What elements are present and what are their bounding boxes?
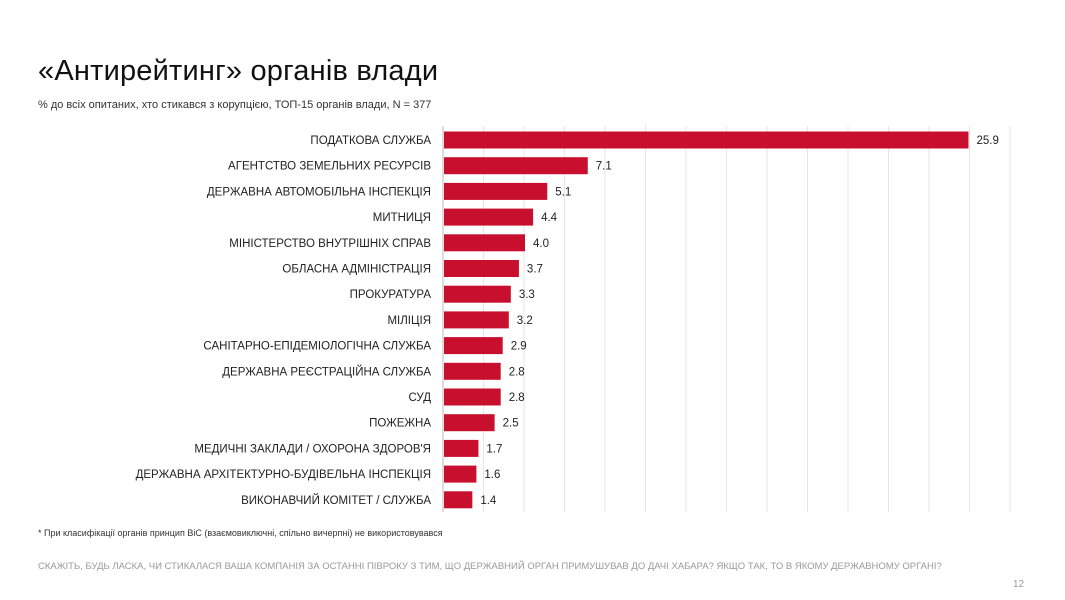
- value-label: 3.7: [527, 264, 543, 276]
- value-label: 2.5: [503, 418, 519, 430]
- value-label: 1.4: [480, 495, 497, 507]
- value-label: 2.8: [509, 392, 525, 404]
- category-label: МІНІСТЕРСТВО ВНУТРІШНІХ СПРАВ: [229, 238, 431, 250]
- value-label: 5.1: [555, 186, 571, 198]
- value-label: 3.2: [517, 315, 533, 327]
- bar: [444, 157, 588, 175]
- value-label: 4.4: [541, 212, 558, 224]
- bar: [444, 465, 477, 483]
- bar: [444, 388, 501, 406]
- category-label: САНІТАРНО-ЕПІДЕМІОЛОГІЧНА СЛУЖБА: [203, 341, 431, 353]
- bar: [444, 311, 509, 329]
- category-label: ДЕРЖАВНА АВТОМОБІЛЬНА ІНСПЕКЦІЯ: [207, 186, 431, 198]
- category-label: МІЛІЦІЯ: [387, 315, 431, 327]
- bar: [444, 362, 501, 380]
- value-label: 7.1: [596, 161, 612, 173]
- category-label: ПОЖЕЖНА: [369, 418, 431, 430]
- bar: [444, 234, 525, 252]
- page-title: «Антирейтинг» органів влади: [38, 55, 439, 87]
- category-label: ДЕРЖАВНА РЕЄСТРАЦІЙНА СЛУЖБА: [222, 365, 431, 378]
- bar: [444, 182, 548, 200]
- page-number: 12: [1013, 579, 1025, 590]
- category-label: ДЕРЖАВНА АРХІТЕКТУРНО-БУДІВЕЛЬНА ІНСПЕКЦ…: [136, 469, 431, 481]
- bar: [444, 260, 519, 277]
- value-label: 2.8: [509, 366, 525, 378]
- category-label: АГЕНТСТВО ЗЕМЕЛЬНИХ РЕСУРСІВ: [228, 161, 431, 173]
- bar: [444, 337, 503, 355]
- category-label: ВИКОНАВЧИЙ КОМІТЕТ / СЛУЖБА: [241, 494, 431, 507]
- chart-subtitle: % до всіх опитаних, хто стикався з коруп…: [38, 99, 432, 111]
- bar: [444, 491, 473, 509]
- category-label: СУД: [408, 392, 431, 404]
- value-label: 1.7: [486, 443, 502, 455]
- value-label: 1.6: [484, 469, 500, 481]
- value-label: 3.3: [519, 289, 535, 301]
- value-label: 25.9: [976, 135, 998, 147]
- bar: [444, 414, 495, 432]
- survey-question: СКАЖІТЬ, БУДЬ ЛАСКА, ЧИ СТИКАЛАСЯ ВАША К…: [38, 561, 942, 572]
- bar: [444, 131, 969, 149]
- category-label: ПОДАТКОВА СЛУЖБА: [310, 135, 431, 147]
- category-label: МЕДИЧНІ ЗАКЛАДИ / ОХОРОНА ЗДОРОВ'Я: [194, 443, 431, 455]
- category-label: МИТНИЦЯ: [373, 212, 431, 224]
- bar-chart: ПОДАТКОВА СЛУЖБА 25.9 АГЕНТСТВО ЗЕМЕЛЬНИХ …: [136, 126, 1011, 512]
- bar: [444, 208, 534, 226]
- value-label: 2.9: [511, 341, 527, 353]
- category-label: ПРОКУРАТУРА: [350, 289, 432, 301]
- footnote: * При класифікації органів принцип ВіС (…: [38, 528, 443, 538]
- value-label: 4.0: [533, 238, 549, 250]
- category-label: ОБЛАСНА АДМІНІСТРАЦІЯ: [282, 264, 431, 276]
- bar: [444, 285, 511, 303]
- bar: [444, 439, 479, 457]
